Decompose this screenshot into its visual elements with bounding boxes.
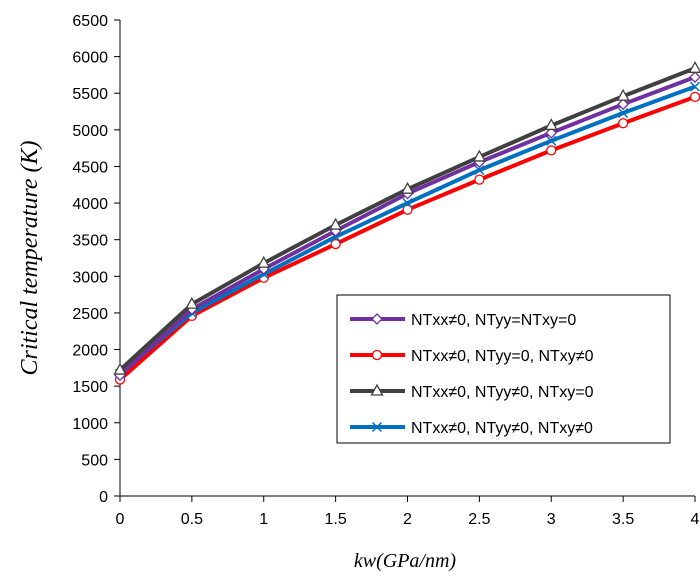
data-point <box>400 181 415 194</box>
data-point <box>689 81 700 92</box>
x-marker-stroke <box>371 421 383 433</box>
y-tick-label: 2500 <box>72 306 108 323</box>
legend-entry-1: NTxx≠0, NTyy=NTxy=0 <box>350 312 576 329</box>
legend-marker <box>371 349 383 361</box>
y-tick-label: 6500 <box>72 13 108 30</box>
data-point <box>474 165 485 176</box>
y-tick-label: 1500 <box>72 379 108 396</box>
legend-marker <box>371 313 383 325</box>
x-tick-label: 2.5 <box>468 511 490 528</box>
data-point <box>689 91 700 103</box>
legend-entry-2: NTxx≠0, NTyy=0, NTxy≠0 <box>350 348 594 365</box>
data-point <box>546 135 557 146</box>
legend-marker <box>370 383 384 396</box>
x-axis-label: kw(GPa/nm) <box>354 550 457 572</box>
legend-entry-3: NTxx≠0, NTyy≠0, NTxy=0 <box>350 383 594 401</box>
data-point <box>688 60 700 73</box>
legend-label: NTxx≠0, NTyy=NTxy=0 <box>411 312 576 329</box>
x-marker-stroke <box>474 165 485 176</box>
legend: NTxx≠0, NTyy=NTxy=0 NTxx≠0, NTyy=0, NTxy≠… <box>336 294 671 444</box>
data-point <box>617 98 630 111</box>
x-tick-label: 2 <box>403 511 412 528</box>
y-tick-label: 5500 <box>72 86 108 103</box>
series-3 <box>113 60 700 375</box>
y-tick-label: 3000 <box>72 269 108 286</box>
y-tick-label: 2000 <box>72 343 108 360</box>
data-point <box>618 107 629 119</box>
x-marker-stroke <box>546 135 557 146</box>
data-point <box>544 118 558 131</box>
y-tick-label: 4500 <box>72 159 108 176</box>
legend-marker <box>371 421 383 433</box>
x-tick-label: 4 <box>691 511 700 528</box>
axes: 0 500 1000 1500 2000 2500 3000 3500 4000 4500 5000… <box>72 13 699 528</box>
data-point <box>616 88 630 101</box>
data-point <box>402 198 413 209</box>
y-axis-label: Critical temperature (K) <box>17 140 43 375</box>
data-point <box>474 174 485 185</box>
x-marker-stroke <box>618 107 629 119</box>
data-point <box>185 296 199 309</box>
legend-label: NTxx≠0, NTyy=0, NTxy≠0 <box>411 348 594 365</box>
x-tick-label: 1 <box>259 511 268 528</box>
data-point <box>330 238 341 250</box>
y-tick-label: 5000 <box>72 123 108 140</box>
series-layer <box>113 60 700 385</box>
x-tick-label: 1.5 <box>325 511 347 528</box>
x-tick-label: 0.5 <box>181 511 203 528</box>
data-point <box>546 145 557 156</box>
legend-label: NTxx≠0, NTyy≠0, NTxy=0 <box>411 384 594 401</box>
data-point <box>689 71 700 84</box>
data-point <box>472 149 486 162</box>
y-tick-label: 3500 <box>72 233 108 250</box>
x-tick-label: 3.5 <box>612 511 634 528</box>
y-tick-label: 4000 <box>72 196 108 213</box>
legend-label: NTxx≠0, NTyy≠0, NTxy≠0 <box>411 420 593 437</box>
data-point <box>329 217 343 230</box>
y-tick-label: 500 <box>81 452 108 469</box>
y-tick-label: 1000 <box>72 416 108 433</box>
legend-entry-4: NTxx≠0, NTyy≠0, NTxy≠0 <box>350 420 593 437</box>
x-marker-stroke <box>689 81 700 92</box>
x-tick-label: 0 <box>116 511 125 528</box>
data-point <box>545 126 558 139</box>
y-tick-label: 6000 <box>72 50 108 67</box>
data-point <box>257 255 271 268</box>
x-marker-stroke <box>402 198 413 209</box>
x-tick-label: 3 <box>547 511 556 528</box>
data-point <box>617 118 629 129</box>
data-point <box>113 362 127 375</box>
y-tick-label: 0 <box>99 489 108 506</box>
